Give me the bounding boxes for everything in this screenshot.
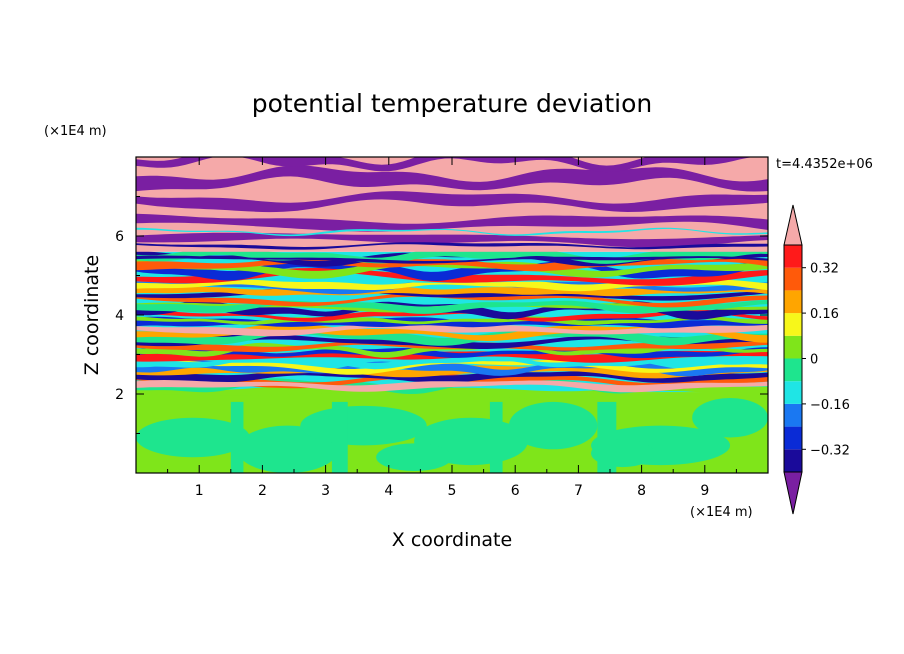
middle-band — [136, 384, 768, 400]
colorbar-tick-label: 0.16 — [810, 307, 839, 322]
chart-title: potential temperature deviation — [252, 89, 652, 118]
middle-band — [136, 316, 768, 329]
x-tick-label: 3 — [321, 483, 330, 499]
middle-band — [136, 260, 768, 279]
x-tick-label: 4 — [384, 483, 393, 499]
purple-band — [136, 191, 768, 213]
colorbar-segment — [784, 426, 802, 450]
x-unit-label: (×1E4 m) — [690, 505, 753, 520]
middle-band — [136, 342, 768, 358]
middle-band — [136, 355, 768, 370]
x-tick-label: 9 — [700, 483, 709, 499]
colorbar-tick-label: −0.32 — [810, 443, 850, 458]
colorbar-tick-label: 0.32 — [810, 262, 839, 277]
y-tick-label: 6 — [115, 229, 124, 245]
y-axis-ticks: 2 4 6 — [115, 196, 768, 434]
colorbar-top-extension — [783, 204, 803, 246]
x-tick-label: 5 — [448, 483, 457, 499]
colorbar: 0.32 0.16 0 −0.16 −0.32 — [783, 204, 850, 515]
x-axis-title: X coordinate — [392, 529, 512, 551]
time-label: t=4.4352e+06 — [776, 157, 873, 172]
lower-blob — [376, 443, 452, 472]
lower-plume — [597, 401, 617, 473]
colorbar-segment — [784, 403, 802, 427]
colorbar-tick-label: −0.16 — [810, 398, 850, 413]
middle-band — [136, 259, 768, 281]
middle-band — [136, 309, 768, 322]
lower-blob — [692, 397, 768, 438]
lower-blob — [136, 417, 250, 458]
colorbar-segment — [784, 381, 802, 404]
lower-plume — [331, 401, 348, 473]
colorbar-segment — [784, 245, 802, 268]
x-axis-ticks: 1 2 3 4 5 6 7 8 9 — [167, 157, 737, 499]
pink-strip — [136, 380, 768, 393]
middle-band — [136, 323, 768, 343]
lower-blob — [300, 405, 427, 446]
purple-band — [136, 232, 768, 248]
middle-band — [136, 292, 768, 308]
colorbar-segment — [784, 290, 802, 314]
y-axis-title: Z coordinate — [81, 255, 103, 375]
purple-band — [136, 213, 768, 232]
middle-band — [136, 279, 768, 292]
z-unit-label: (×1E4 m) — [44, 124, 107, 139]
y-tick-label: 2 — [115, 387, 124, 403]
dark-blue-band — [136, 242, 768, 250]
contour-field — [136, 157, 768, 473]
colorbar-segment — [784, 335, 802, 359]
x-tick-label: 6 — [511, 483, 520, 499]
x-tick-label: 7 — [574, 483, 583, 499]
middle-band — [136, 323, 768, 337]
cyan-streak — [136, 227, 768, 237]
x-tick-label: 1 — [195, 483, 204, 499]
x-tick-label: 2 — [258, 483, 267, 499]
lower-blob — [508, 401, 598, 450]
lower-plume — [230, 401, 244, 473]
x-tick-label: 8 — [637, 483, 646, 499]
lower-plume — [489, 401, 503, 473]
colorbar-segment — [784, 313, 802, 336]
colorbar-segment — [784, 267, 802, 291]
purple-band — [136, 157, 754, 173]
colorbar-segment — [784, 449, 802, 472]
colorbar-segment — [784, 358, 802, 382]
colorbar-bottom-extension — [783, 471, 803, 515]
y-tick-label: 4 — [115, 308, 124, 324]
colorbar-tick-label: 0 — [810, 353, 818, 368]
dark-blue-band — [136, 255, 768, 264]
